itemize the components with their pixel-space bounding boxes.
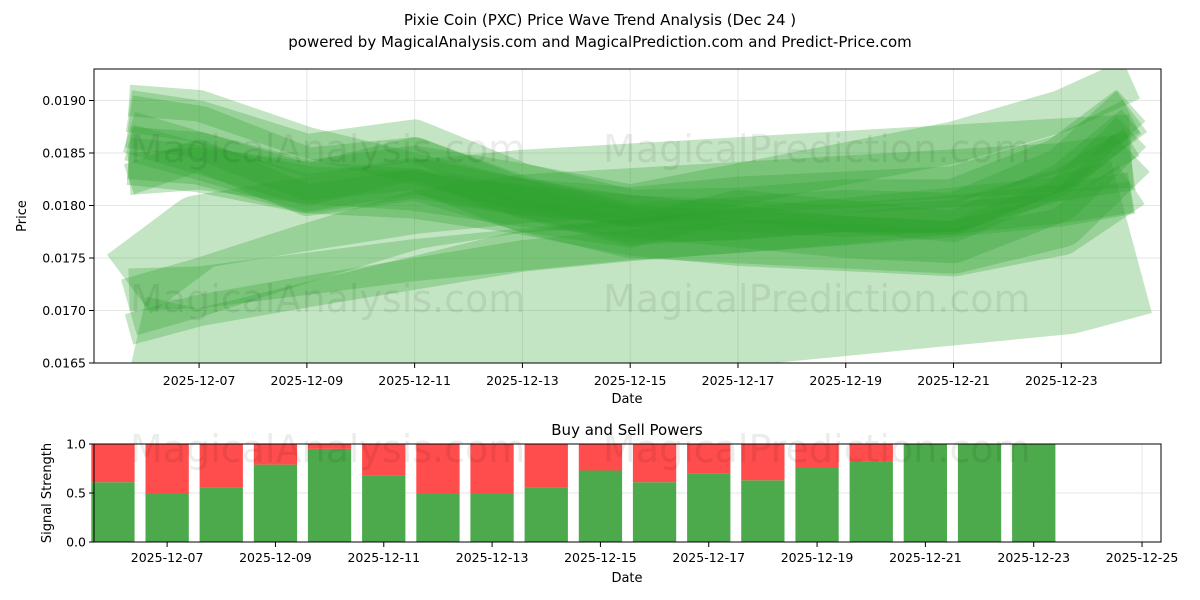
x-tick-label: 2025-12-13 <box>486 373 559 388</box>
sell-bar <box>470 444 514 493</box>
signal-bars <box>91 444 1056 542</box>
watermark-magicalprediction: MagicalPrediction.com <box>603 427 1031 471</box>
buy-bar <box>362 475 406 542</box>
buy-bar <box>903 444 947 542</box>
y-tick-label: 0.0190 <box>42 93 86 108</box>
signal-y-axis: 0.0 0.5 1.0 <box>66 437 94 550</box>
x-tick-label: 2025-12-17 <box>672 550 745 565</box>
y-tick-label: 0.0 <box>66 535 86 550</box>
price-wave-band <box>126 137 1145 277</box>
x-tick-label: 2025-12-11 <box>347 550 420 565</box>
sell-bar <box>416 444 460 493</box>
watermark-magicalanalysis: MagicalAnalysis.com <box>130 427 525 471</box>
buy-bar <box>416 493 460 542</box>
x-tick-label: 2025-12-09 <box>239 550 312 565</box>
price-wave-band <box>127 84 1140 237</box>
price-watermarks: MagicalAnalysis.com MagicalPrediction.co… <box>130 127 1031 321</box>
buy-bar <box>470 493 514 542</box>
x-tick-label: 2025-12-19 <box>809 373 882 388</box>
price-wave-band <box>128 172 1136 311</box>
chart-title: Pixie Coin (PXC) Price Wave Trend Analys… <box>404 11 796 29</box>
signal-x-label: Date <box>611 571 642 586</box>
sell-bar <box>253 444 298 465</box>
price-wave-band <box>121 132 1136 336</box>
watermark-magicalanalysis: MagicalAnalysis.com <box>130 277 525 321</box>
buy-bar <box>253 464 298 542</box>
x-tick-label: 2025-12-11 <box>378 373 451 388</box>
buy-bar <box>741 480 785 542</box>
buy-bar <box>632 482 677 542</box>
sell-bar <box>362 444 406 476</box>
x-tick-label: 2025-12-15 <box>564 550 637 565</box>
signal-x-axis: 2025-12-07 2025-12-09 2025-12-11 2025-12-13… <box>131 542 1179 565</box>
x-tick-label: 2025-12-21 <box>889 550 962 565</box>
price-wave-band <box>125 69 1141 227</box>
y-tick-label: 0.0175 <box>42 251 86 266</box>
price-wave-band <box>106 114 1134 314</box>
y-tick-label: 0.0185 <box>42 146 86 161</box>
sell-bar <box>91 444 135 483</box>
x-tick-label: 2025-12-19 <box>781 550 854 565</box>
sell-bar <box>145 444 189 493</box>
sell-bar <box>632 444 677 483</box>
buy-bar <box>1012 444 1056 542</box>
sell-bar <box>849 444 893 462</box>
sell-bar <box>795 444 839 468</box>
watermark-magicalprediction: MagicalPrediction.com <box>603 277 1031 321</box>
sell-bar <box>687 444 731 474</box>
x-tick-label: 2025-12-23 <box>997 550 1070 565</box>
price-wave-band <box>124 181 1134 345</box>
chart-subtitle: powered by MagicalAnalysis.com and Magic… <box>288 33 912 51</box>
buy-bar <box>91 482 135 542</box>
price-wave-band <box>123 109 1142 248</box>
x-tick-label: 2025-12-21 <box>917 373 990 388</box>
y-tick-label: 0.0165 <box>42 356 86 371</box>
watermark-magicalanalysis: MagicalAnalysis.com <box>130 127 525 171</box>
price-plot-frame <box>93 68 1162 364</box>
price-y-label: Price <box>15 200 30 232</box>
x-tick-label: 2025-12-07 <box>163 373 236 388</box>
buy-bar <box>849 461 893 542</box>
y-tick-label: 1.0 <box>66 437 86 452</box>
signal-chart-title: Buy and Sell Powers <box>551 421 703 439</box>
signal-watermarks: MagicalAnalysis.com MagicalPrediction.co… <box>130 427 1031 471</box>
buy-bar <box>957 444 1002 542</box>
x-tick-label: 2025-12-15 <box>594 373 667 388</box>
x-tick-label: 2025-12-25 <box>1106 550 1179 565</box>
x-tick-label: 2025-12-23 <box>1025 373 1098 388</box>
x-tick-label: 2025-12-17 <box>702 373 775 388</box>
buy-bar <box>578 470 623 542</box>
buy-bar <box>524 487 568 542</box>
x-tick-label: 2025-12-07 <box>131 550 204 565</box>
price-x-axis: 2025-12-07 2025-12-09 2025-12-11 2025-12-13… <box>163 363 1098 388</box>
sell-bar <box>741 444 785 481</box>
y-tick-label: 0.5 <box>66 486 86 501</box>
price-wave-bands <box>106 69 1152 363</box>
price-x-label: Date <box>611 392 642 407</box>
buy-bar <box>145 493 189 542</box>
price-y-axis: 0.0165 0.0170 0.0175 0.0180 0.0185 0.0190 <box>42 93 94 371</box>
price-wave-band <box>125 160 1152 363</box>
price-wave-band <box>127 89 1148 243</box>
buy-bar <box>795 467 839 542</box>
x-tick-label: 2025-12-09 <box>271 373 344 388</box>
watermark-magicalprediction: MagicalPrediction.com <box>603 127 1031 171</box>
y-tick-label: 0.0180 <box>42 198 86 213</box>
y-tick-label: 0.0170 <box>42 303 86 318</box>
sell-bar <box>199 444 243 488</box>
buy-bar <box>307 448 352 542</box>
sell-bar <box>307 444 352 449</box>
price-wave-band <box>127 116 1147 264</box>
buy-bar <box>687 473 731 542</box>
price-wave-band <box>124 100 1140 224</box>
price-wave-band <box>125 95 1150 274</box>
x-tick-label: 2025-12-13 <box>456 550 529 565</box>
sell-bar <box>524 444 568 488</box>
sell-bar <box>578 444 623 471</box>
buy-bar <box>199 487 243 542</box>
price-wave-band <box>122 90 1146 246</box>
signal-y-label: Signal Strength <box>40 443 55 543</box>
